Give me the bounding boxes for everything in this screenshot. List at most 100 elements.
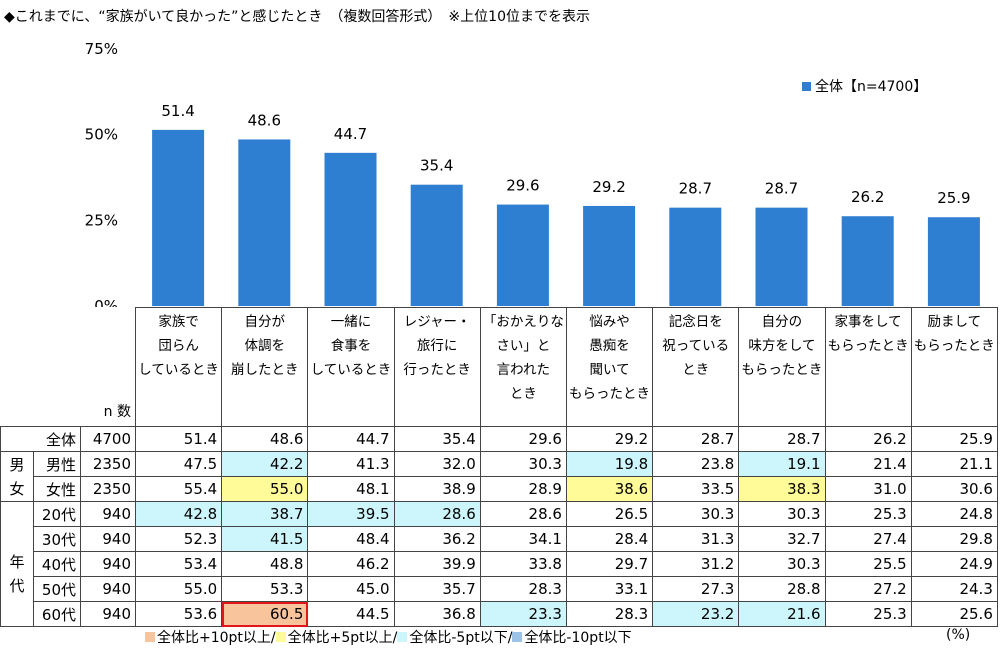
value-cell: 39.5 bbox=[307, 501, 395, 527]
data-label: 25.9 bbox=[937, 189, 970, 207]
table-row: 60代 940 53.6 60.5 44.5 36.8 23.3 28.3 23.2 21.6 25… bbox=[1, 601, 998, 627]
y-tick-label: 75% bbox=[85, 40, 118, 58]
value-cell: 34.1 bbox=[479, 526, 567, 552]
value-cell: 28.6 bbox=[393, 501, 481, 527]
value-cell: 44.7 bbox=[307, 426, 395, 452]
value-cell: 51.4 bbox=[134, 426, 223, 452]
category-header: 悩みや 愚痴を 聞いて もらったとき bbox=[565, 307, 654, 427]
value-cell: 28.6 bbox=[479, 501, 567, 527]
data-label: 35.4 bbox=[420, 157, 453, 175]
bar bbox=[410, 184, 463, 306]
category-header: 家事をして もらったとき bbox=[824, 307, 912, 427]
legend-swatch bbox=[512, 632, 523, 642]
data-label: 29.6 bbox=[506, 177, 539, 195]
value-cell: 25.3 bbox=[824, 601, 912, 627]
value-cell: 29.6 bbox=[479, 426, 567, 452]
value-cell: 28.3 bbox=[565, 601, 654, 627]
data-label: 44.7 bbox=[334, 125, 367, 143]
table-row: 年 代 20代 940 42.8 38.7 39.5 28.6 28.6 26.5 30.3 30.… bbox=[0, 501, 998, 627]
sample-size: 940 bbox=[80, 576, 136, 602]
legend-swatch bbox=[802, 82, 811, 91]
value-cell: 33.1 bbox=[565, 576, 654, 602]
value-cell: 33.5 bbox=[652, 476, 740, 502]
row-label: 女性 bbox=[33, 476, 81, 502]
value-cell: 32.7 bbox=[738, 526, 826, 552]
legend-swatch bbox=[145, 632, 155, 642]
bar bbox=[927, 217, 980, 306]
category-header: 家族で 団らん しているとき bbox=[134, 307, 223, 427]
value-cell: 27.2 bbox=[824, 576, 912, 602]
value-cell: 30.6 bbox=[910, 476, 998, 502]
category-header: 記念日を 祝っている とき bbox=[652, 307, 740, 427]
value-cell: 44.5 bbox=[307, 601, 395, 627]
value-cell: 21.1 bbox=[910, 451, 998, 477]
value-cell: 21.6 bbox=[738, 601, 826, 627]
sample-size: 940 bbox=[80, 501, 136, 527]
value-cell: 48.8 bbox=[221, 551, 309, 577]
value-cell: 33.8 bbox=[479, 551, 567, 577]
value-cell: 38.7 bbox=[221, 501, 309, 527]
value-cell: 48.6 bbox=[221, 426, 309, 452]
table-row: 男 女男性 2350 47.5 42.2 41.3 32.0 30.3 19.8 23.8 19.… bbox=[0, 451, 998, 502]
value-cell: 24.8 bbox=[910, 501, 998, 527]
data-label: 29.2 bbox=[592, 178, 625, 196]
value-cell: 53.6 bbox=[134, 601, 223, 627]
data-label: 28.7 bbox=[765, 180, 798, 198]
value-cell: 38.3 bbox=[738, 476, 826, 502]
value-cell: 30.3 bbox=[652, 501, 740, 527]
value-cell: 38.6 bbox=[565, 476, 654, 502]
category-header: 自分が 体調を 崩したとき bbox=[221, 307, 309, 427]
table-row: 30代 940 52.3 41.5 48.4 36.2 34.1 28.4 31.3 32.7 27… bbox=[1, 526, 998, 552]
legend-label: 全体【n=4700】 bbox=[815, 78, 927, 95]
value-cell: 45.0 bbox=[307, 576, 395, 602]
data-label: 28.7 bbox=[679, 180, 712, 198]
category-header: 一緒に 食事を しているとき bbox=[307, 307, 395, 427]
sample-size: 2350 bbox=[80, 451, 136, 477]
value-cell: 28.8 bbox=[738, 576, 826, 602]
bar bbox=[841, 216, 894, 306]
value-cell: 27.3 bbox=[652, 576, 740, 602]
value-cell: 28.7 bbox=[652, 426, 740, 452]
value-cell: 25.6 bbox=[910, 601, 998, 627]
value-cell: 19.8 bbox=[565, 451, 654, 477]
row-label: 60代 bbox=[33, 601, 81, 627]
value-cell: 31.2 bbox=[652, 551, 740, 577]
bar bbox=[755, 207, 808, 306]
row-label: 50代 bbox=[33, 576, 81, 602]
value-cell: 30.3 bbox=[738, 551, 826, 577]
value-cell: 25.5 bbox=[824, 551, 912, 577]
value-cell: 55.4 bbox=[134, 476, 223, 502]
value-cell: 53.4 bbox=[134, 551, 223, 577]
bar bbox=[238, 139, 291, 306]
category-header: 励まして もらったとき bbox=[910, 307, 998, 427]
value-cell: 24.3 bbox=[910, 576, 998, 602]
value-cell: 28.7 bbox=[738, 426, 826, 452]
value-cell: 41.3 bbox=[307, 451, 395, 477]
value-cell: 23.8 bbox=[652, 451, 740, 477]
blank-cell bbox=[0, 307, 81, 427]
category-header: 「おかえりな さい」と 言われた とき bbox=[479, 307, 567, 427]
value-cell: 41.5 bbox=[221, 526, 309, 552]
value-cell: 32.0 bbox=[393, 451, 481, 477]
row-label: 20代 bbox=[33, 501, 81, 527]
value-cell: 55.0 bbox=[134, 576, 223, 602]
value-cell: 48.4 bbox=[307, 526, 395, 552]
sample-size: 2350 bbox=[80, 476, 136, 502]
value-cell: 35.4 bbox=[393, 426, 481, 452]
bar bbox=[583, 205, 636, 306]
sample-size: 940 bbox=[80, 551, 136, 577]
table-row: 全体 4700 51.4 48.6 44.7 35.4 29.6 29.2 28.7 28.7 26… bbox=[0, 426, 998, 452]
figure-title: ◆これまでに、“家族がいて良かった”と感じたとき （複数回答形式） ※上位10位… bbox=[4, 9, 590, 25]
value-cell: 23.2 bbox=[652, 601, 740, 627]
value-cell: 19.1 bbox=[738, 451, 826, 477]
value-cell: 31.3 bbox=[652, 526, 740, 552]
row-label: 全体 bbox=[0, 426, 81, 452]
value-cell: 42.8 bbox=[134, 501, 223, 527]
value-cell: 29.7 bbox=[565, 551, 654, 577]
bar bbox=[496, 204, 549, 306]
row-label: 40代 bbox=[33, 551, 81, 577]
value-cell: 25.3 bbox=[824, 501, 912, 527]
bar bbox=[152, 129, 205, 306]
bar-chart: 0% 25% 50% 75% 51.4 48.6 44.7 35.4 29.6 29.2 28.7 2… bbox=[85, 40, 980, 307]
highlight-legend: 全体比+10pt以上/全体比+5pt以上/全体比-5pt以下/全体比-10pt以… bbox=[145, 627, 632, 647]
